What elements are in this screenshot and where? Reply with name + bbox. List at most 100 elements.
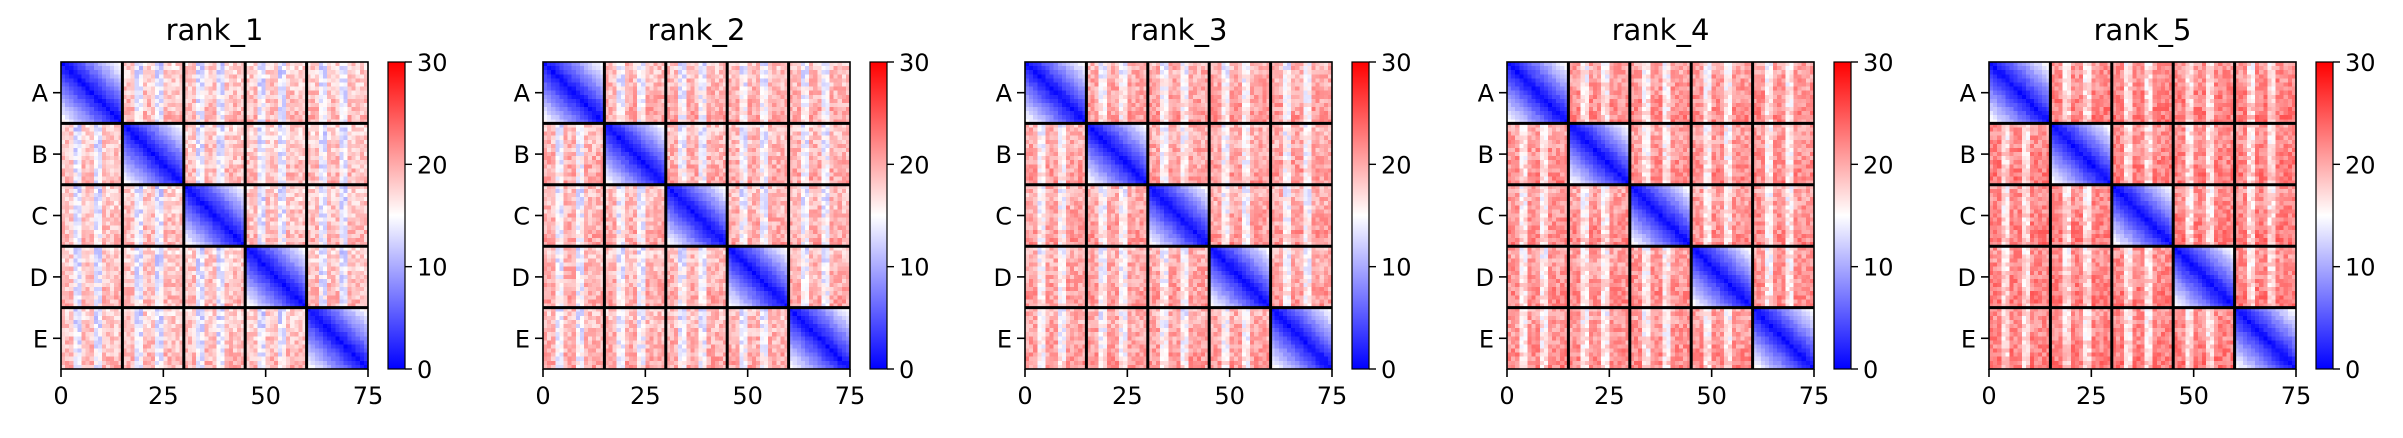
heatmap-cell [302,192,308,198]
heatmap-cell [355,250,361,255]
heatmap-cell [138,119,144,124]
heatmap-cell [257,311,263,317]
heatmap-cell [155,111,160,116]
heatmap-cell [335,123,340,129]
heatmap-cell [298,90,304,96]
heatmap-cell [290,242,295,247]
heatmap-cell [159,233,164,239]
heatmap-cell [363,291,369,296]
heatmap-cell [351,98,357,104]
heatmap-cell [314,172,320,178]
heatmap-cell [93,233,99,239]
heatmap-cell [351,156,357,161]
heatmap-cell [183,262,189,268]
heatmap-cell [212,307,218,313]
heatmap-cell [220,209,226,215]
heatmap-cell [310,127,316,133]
heatmap-cell [359,164,365,170]
heatmap-cell [290,152,295,157]
heatmap-cell [282,254,287,260]
heatmap-cell [237,94,242,100]
heatmap-cell [216,270,222,276]
heatmap-cell [241,139,246,145]
heatmap-cell [146,62,152,67]
heatmap-cell [106,62,111,67]
heatmap-cell [65,270,70,276]
heatmap-cell [249,217,254,223]
heatmap-cell [216,78,222,84]
heatmap-cell [257,143,263,149]
heatmap-cell [298,115,304,120]
heatmap-cell [286,266,291,272]
heatmap-cell [126,278,132,284]
heatmap-cell [257,254,263,260]
heatmap-cell [335,299,340,305]
heatmap-cell [249,291,254,296]
heatmap-cell [294,152,300,157]
heatmap-cell [277,192,283,198]
heatmap-cell [65,238,70,243]
heatmap-cell [322,217,328,223]
heatmap-cell [351,242,357,247]
heatmap-cell [241,303,246,309]
heatmap-cell [61,201,66,206]
heatmap-cell [85,266,91,272]
heatmap-cell [339,287,345,292]
heatmap-cell [228,270,234,276]
heatmap-cell [282,221,287,227]
heatmap-cell [159,127,164,133]
heatmap-cell [163,123,169,129]
heatmap-cell [335,295,340,301]
heatmap-cell [138,270,144,276]
heatmap-cell [228,107,234,112]
heatmap-cell [97,274,103,280]
heatmap-cell [327,303,332,309]
heatmap-cell [220,119,226,124]
heatmap-cell [134,307,140,313]
heatmap-cell [171,135,177,141]
heatmap-cell [175,164,181,170]
heatmap-cell [253,168,259,174]
heatmap-cell [241,70,246,75]
heatmap-cell [273,221,279,227]
heatmap-cell [130,102,136,108]
heatmap-cell [245,180,250,186]
heatmap-cell [118,266,123,272]
heatmap-cell [134,250,140,255]
heatmap-cell [237,156,242,161]
heatmap-cell [294,291,300,296]
heatmap-cell [306,143,312,149]
heatmap-cell [290,131,295,137]
heatmap-cell [302,135,308,141]
heatmap-cell [359,246,365,251]
heatmap-cell [110,295,115,301]
heatmap-cell [159,303,164,309]
heatmap-cell [359,139,365,145]
heatmap-cell [114,62,119,67]
heatmap-cell [286,262,291,268]
heatmap-cell [351,217,357,223]
heatmap-cell [97,266,103,272]
heatmap-cell [146,205,152,210]
heatmap-cell [183,74,189,79]
heatmap-cell [265,86,271,92]
heatmap-cell [298,250,304,255]
heatmap-cell [196,90,201,96]
heatmap-cell [322,90,328,96]
heatmap-cell [286,107,291,112]
heatmap-cell [204,115,209,120]
heatmap-cell [228,94,234,100]
heatmap-cell [245,143,250,149]
heatmap-cell [290,82,295,88]
heatmap-cell [204,266,209,272]
heatmap-cell [269,250,275,255]
heatmap-cell [265,143,271,149]
heatmap-cell [151,168,156,174]
heatmap-cell [159,160,164,165]
heatmap-cell [171,258,177,264]
heatmap-cell [191,217,197,223]
heatmap-cell [290,168,295,174]
heatmap-cell [343,172,349,178]
heatmap-cell [167,242,173,247]
heatmap-cell [245,135,250,141]
